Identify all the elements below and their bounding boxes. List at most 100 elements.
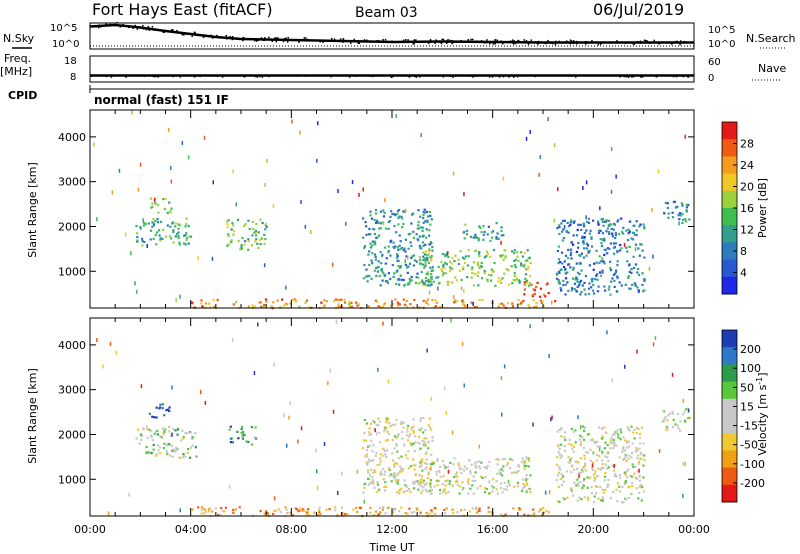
scatter-cell <box>362 483 366 486</box>
scatter-cell <box>457 463 460 466</box>
scatter-cell <box>545 509 548 512</box>
scatter-cell <box>384 481 387 484</box>
scatter-cell <box>272 301 275 304</box>
scatter-cell <box>422 210 425 214</box>
scatter-cell <box>612 469 616 472</box>
scatter-cell <box>627 457 630 460</box>
scatter-cell <box>528 256 531 259</box>
scatter-cell <box>387 432 390 436</box>
scatter-cell <box>508 484 511 487</box>
freq-panel: 18 8 60 0 <box>64 55 721 84</box>
scatter-cell <box>422 486 425 489</box>
scatter-cell <box>250 443 254 446</box>
scatter-cell <box>467 255 470 258</box>
scatter-cell <box>594 478 597 481</box>
scatter-cell <box>429 276 433 279</box>
scatter-cell <box>409 490 412 493</box>
scatter-cell <box>472 261 476 264</box>
scatter-cell <box>501 469 505 472</box>
scatter-cell <box>480 265 483 268</box>
scatter-cell <box>146 244 148 248</box>
scatter-cell <box>658 449 661 453</box>
scatter-cell <box>406 457 409 460</box>
scatter-cell <box>288 302 292 305</box>
scatter-cell <box>394 462 397 465</box>
scatter-cell <box>577 223 580 226</box>
nsky-point <box>489 43 491 45</box>
scatter-cell <box>678 218 681 221</box>
scatter-cell <box>345 221 347 226</box>
scatter-cell <box>570 457 573 460</box>
nsky-point <box>280 39 283 41</box>
scatter-cell <box>687 417 690 420</box>
scatter-cell <box>154 430 157 433</box>
scatter-cell <box>504 256 507 259</box>
scatter-cell <box>388 474 391 477</box>
freq-point <box>95 75 98 77</box>
scatter-cell <box>390 210 393 213</box>
freq-point <box>566 74 569 77</box>
scatter-cell <box>399 265 402 268</box>
scatter-cell <box>159 446 162 449</box>
scatter-cell <box>637 454 640 457</box>
nsky-point <box>378 40 380 42</box>
colorbar-segment <box>722 190 737 209</box>
scatter-cell <box>425 466 428 469</box>
scatter-cell <box>450 262 453 265</box>
scatter-cell <box>620 431 623 434</box>
scatter-cell <box>467 492 470 495</box>
scatter-cell <box>230 239 233 242</box>
scatter-cell <box>473 462 477 465</box>
scatter-cell <box>557 451 560 454</box>
scatter-cell <box>201 305 204 308</box>
scatter-cell <box>634 263 638 266</box>
scatter-cell <box>369 210 372 213</box>
scatter-cell <box>408 507 411 510</box>
scatter-cell <box>426 271 430 274</box>
scatter-cell <box>140 384 143 389</box>
scatter-cell <box>316 158 318 163</box>
scatter-cell <box>521 489 524 492</box>
scatter-cell <box>400 246 404 250</box>
scatter-cell <box>518 281 521 284</box>
scatter-cell <box>428 243 431 246</box>
scatter-cell <box>632 431 635 434</box>
scatter-cell <box>470 301 473 304</box>
scatter-cell <box>372 444 375 447</box>
nsky-point <box>95 26 97 28</box>
scatter-cell <box>524 479 528 482</box>
scatter-cell <box>577 461 580 464</box>
nsky-point <box>509 40 512 42</box>
freq-point <box>136 75 138 77</box>
scatter-cell <box>396 462 399 465</box>
x-tick-label: 00:00 <box>74 523 106 536</box>
scatter-cell <box>379 512 382 515</box>
freq-point <box>154 75 157 78</box>
scatter-cell <box>294 298 297 302</box>
colorbar-segment <box>722 156 737 175</box>
scatter-cell <box>426 253 429 257</box>
nsky-point <box>495 41 498 43</box>
scatter-cell <box>512 279 515 282</box>
scatter-cell <box>467 482 470 485</box>
scatter-cell <box>427 278 430 282</box>
scatter-cell <box>514 258 518 261</box>
scatter-cell <box>464 255 467 258</box>
freq-point <box>354 75 357 77</box>
scatter-cell <box>511 459 514 462</box>
scatter-cell <box>158 234 161 237</box>
scatter-cell <box>486 233 489 236</box>
scatter-cell <box>539 299 542 302</box>
scatter-cell <box>398 510 401 513</box>
x-tick-label: 16:00 <box>477 523 509 536</box>
scatter-cell <box>289 511 292 514</box>
scatter-cell <box>423 440 426 443</box>
scatter-cell <box>604 472 607 475</box>
scatter-cell <box>604 475 607 478</box>
scatter-cell <box>396 450 399 453</box>
scatter-cell <box>396 246 399 249</box>
scatter-cell <box>505 488 508 491</box>
scatter-cell <box>393 447 396 450</box>
scatter-cell <box>414 435 417 438</box>
scatter-cell <box>392 511 395 514</box>
